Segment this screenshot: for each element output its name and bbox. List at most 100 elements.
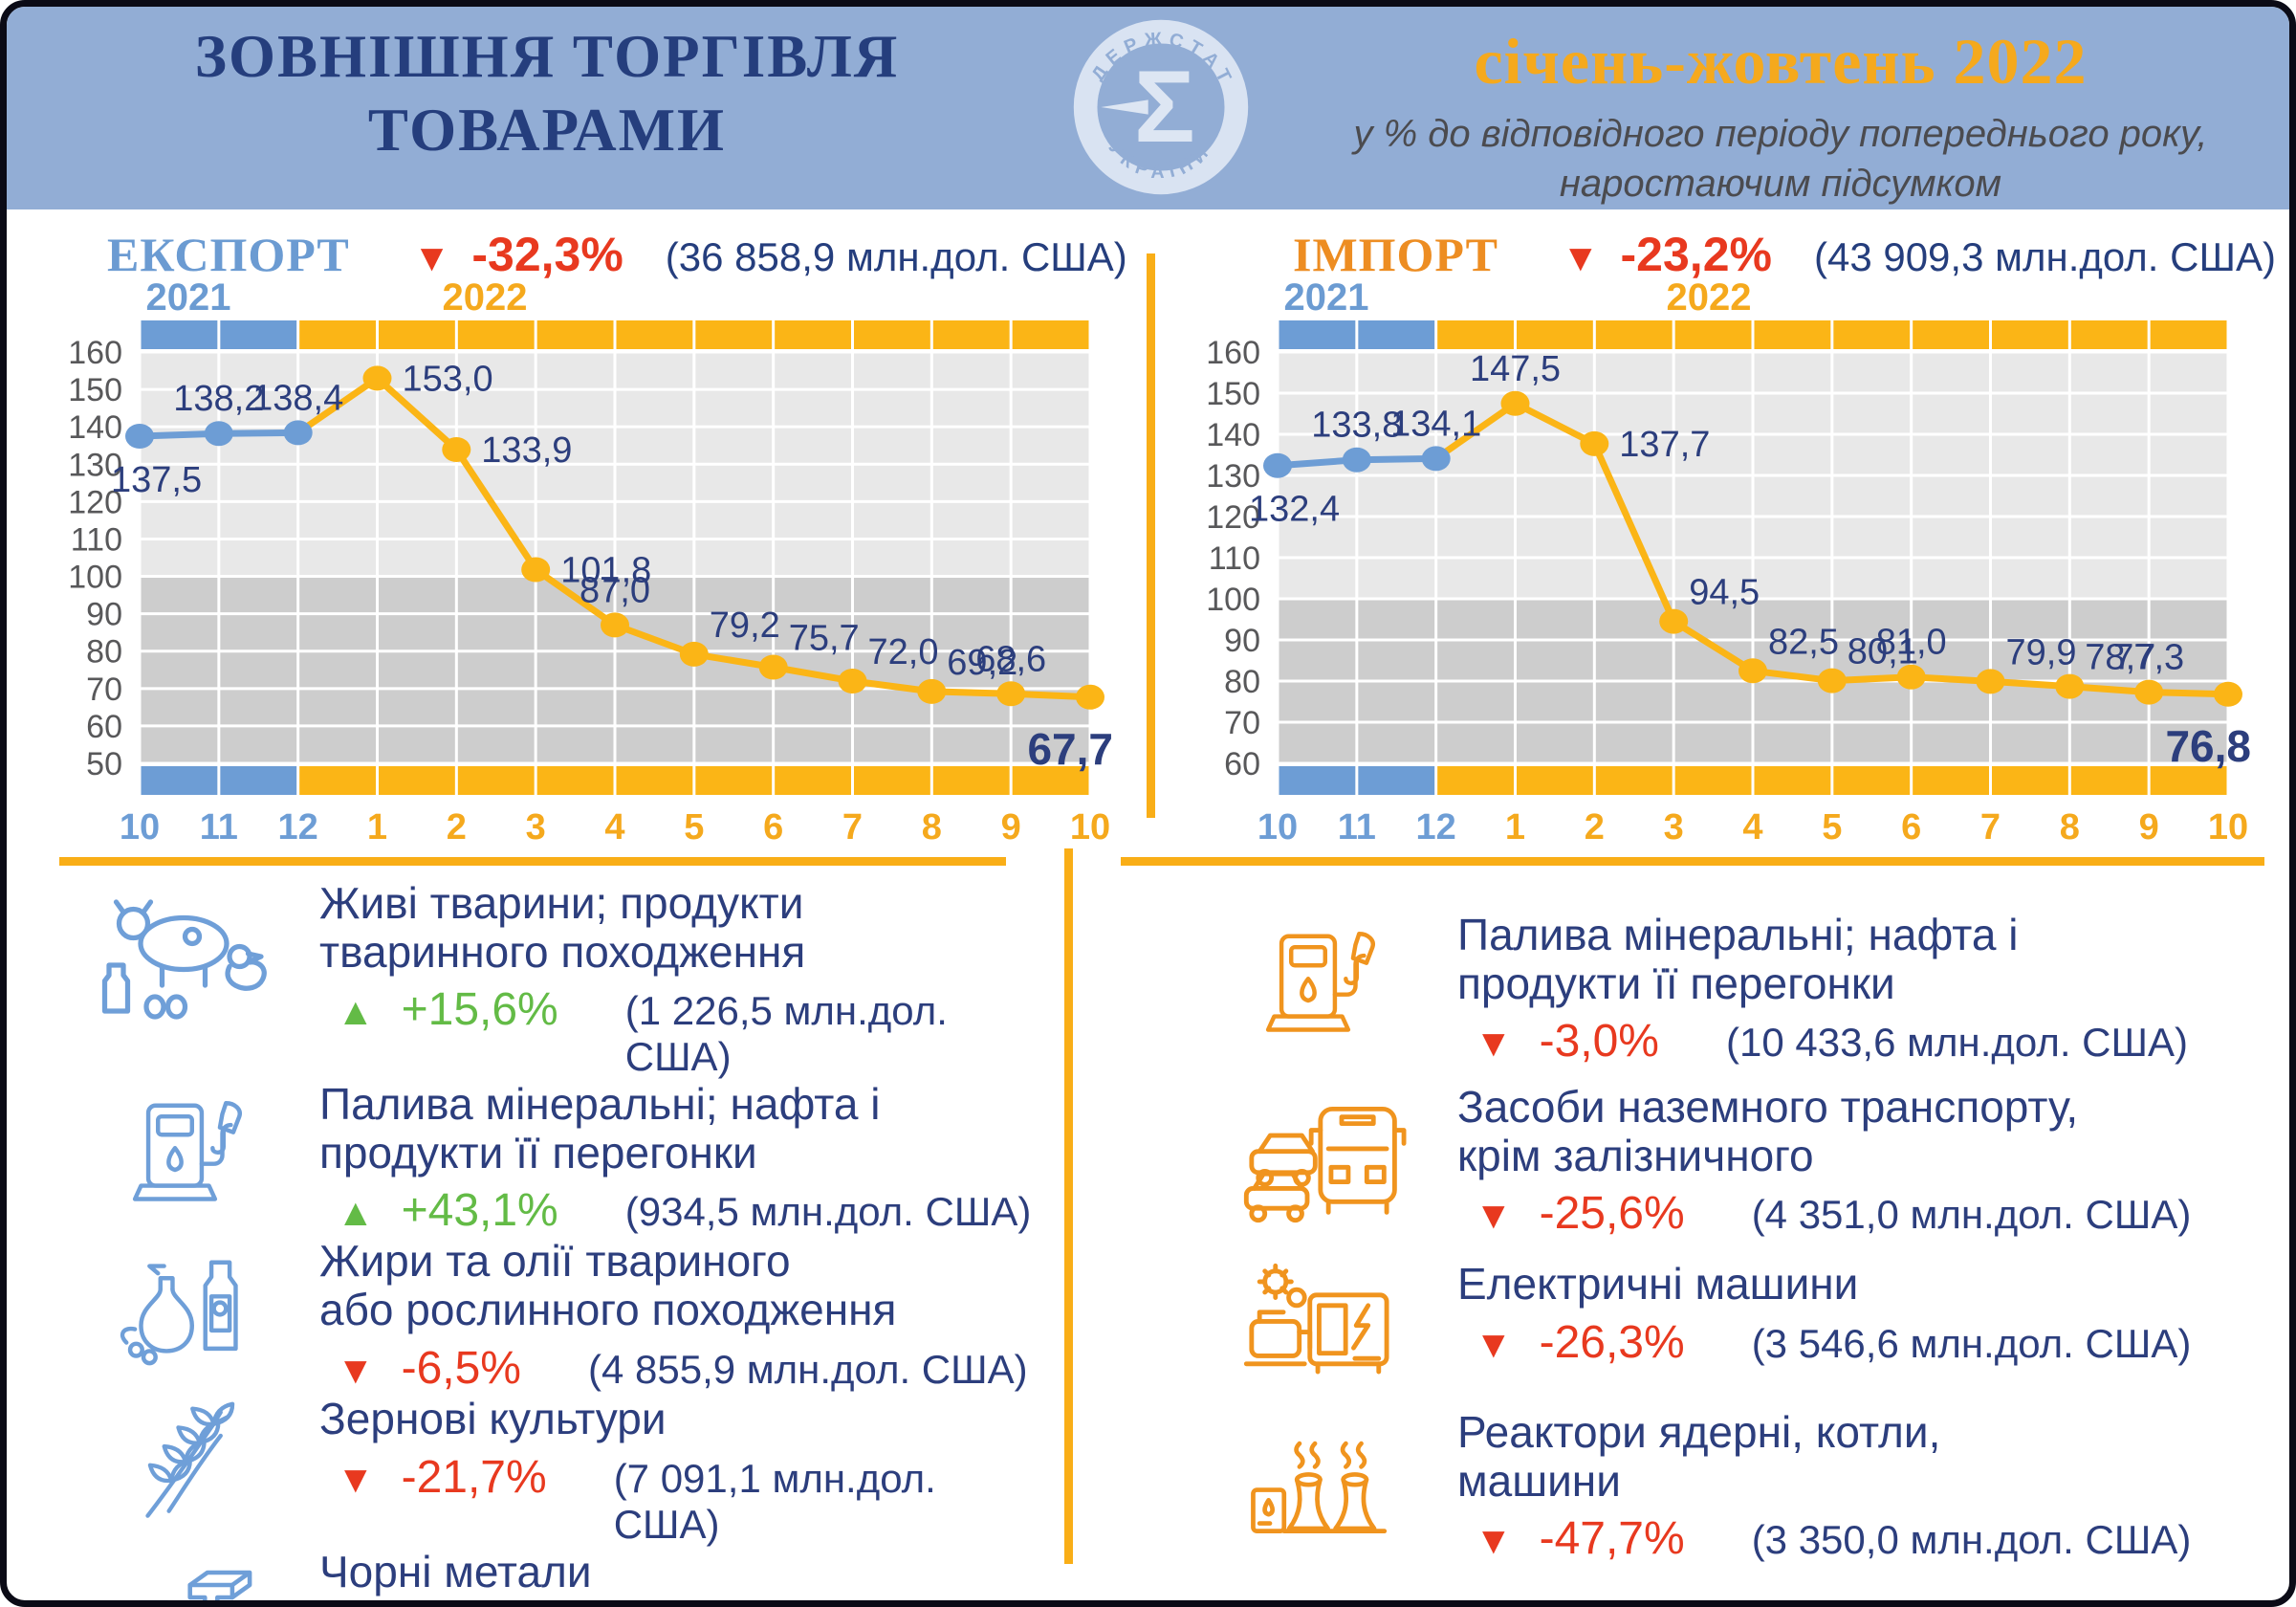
- export-summary: ЕКСПОРТ ▼ -32,3% (36 858,9 млн.дол. США): [59, 227, 1149, 282]
- svg-text:90: 90: [86, 597, 122, 633]
- subtitle-line2: наростаючим підсумком: [1559, 163, 2002, 205]
- svg-text:133,8: 133,8: [1311, 406, 1402, 446]
- svg-text:150: 150: [1206, 376, 1260, 412]
- item-amount-usd: (3 546,6 млн.дол. США): [1751, 1320, 2192, 1366]
- item-amount-usd: (3 350,0 млн.дол. США): [1751, 1517, 2192, 1563]
- item-title: Реактори ядерні, котли, машини: [1457, 1408, 2191, 1505]
- fuel-pump-icon: [74, 1080, 308, 1223]
- svg-text:7: 7: [1980, 807, 2001, 848]
- svg-text:133,9: 133,9: [481, 430, 572, 471]
- svg-text:69,2: 69,2: [947, 643, 1017, 683]
- svg-text:72,0: 72,0: [868, 632, 939, 672]
- oils-icon: [74, 1237, 308, 1380]
- list-item: Реактори ядерні, котли, машини ▼ -47,7% …: [1202, 1408, 2289, 1580]
- svg-text:90: 90: [1224, 623, 1260, 659]
- svg-text:130: 130: [68, 447, 122, 483]
- trend-up-icon: ▲: [337, 1192, 375, 1235]
- svg-text:70: 70: [1224, 705, 1260, 741]
- trend-down-icon: ▼: [1475, 1520, 1513, 1563]
- report-period: січень-жовтень 2022: [1474, 25, 2088, 98]
- item-change-percent: -21,7%: [401, 1451, 547, 1503]
- item-stats: ▼ -64,0% (4 154,2 млн.дол. США): [319, 1604, 1049, 1607]
- item-title: Електричні машини: [1457, 1260, 2191, 1309]
- svg-text:137,5: 137,5: [111, 460, 202, 500]
- svg-text:80: 80: [1224, 664, 1260, 700]
- item-title: Чорні метали: [319, 1548, 1049, 1596]
- svg-text:60: 60: [1224, 746, 1260, 782]
- svg-text:5: 5: [684, 807, 704, 848]
- svg-text:60: 60: [86, 709, 122, 745]
- item-amount-usd: (10 433,6 млн.дол. США): [1725, 1020, 2188, 1066]
- item-title-line: машини: [1457, 1455, 1621, 1506]
- svg-text:160: 160: [1206, 335, 1260, 371]
- import-list-top-rule: [1121, 857, 2264, 866]
- svg-text:87,0: 87,0: [579, 570, 650, 610]
- trend-down-icon: ▼: [1475, 1323, 1513, 1366]
- item-amount-usd: (934,5 млн.дол. США): [624, 1189, 1032, 1235]
- item-title-line: або рослинного походження: [319, 1284, 897, 1334]
- item-change-percent: -25,6%: [1539, 1188, 1685, 1240]
- svg-text:79,2: 79,2: [710, 605, 780, 646]
- svg-text:94,5: 94,5: [1689, 573, 1760, 613]
- import-summary: ІМПОРТ ▼ -23,2% (43 909,3 млн.дол. США): [1197, 227, 2289, 282]
- svg-text:1: 1: [367, 807, 387, 848]
- svg-text:10: 10: [1257, 807, 1298, 848]
- electric-machines-icon: [1202, 1260, 1446, 1394]
- item-stats: ▼ -21,7% (7 091,1 млн.дол. США): [319, 1451, 1049, 1548]
- item-amount-usd: (1 226,5 млн.дол. США): [624, 988, 948, 1080]
- item-title: Палива мінеральні; нафта і продукти її п…: [319, 1080, 1031, 1177]
- svg-text:140: 140: [68, 409, 122, 446]
- list-item: Жири та олії твариного або рослинного по…: [74, 1237, 1049, 1395]
- import-change-percent: -23,2%: [1620, 228, 1772, 281]
- svg-text:77,3: 77,3: [2113, 638, 2184, 678]
- svg-text:70: 70: [86, 671, 122, 708]
- item-title-line: Засоби наземного транспорту,: [1457, 1082, 2079, 1132]
- livestock-icon: [74, 879, 308, 1023]
- export-year-2021: 2021: [145, 276, 231, 319]
- svg-text:9: 9: [2139, 807, 2159, 848]
- item-title: Живі тварини; продукти тваринного походж…: [319, 879, 1049, 976]
- item-title: Палива мінеральні; нафта і продукти її п…: [1457, 911, 2188, 1007]
- svg-text:3: 3: [526, 807, 546, 848]
- svg-text:50: 50: [86, 746, 122, 782]
- svg-text:12: 12: [278, 807, 318, 848]
- item-change-percent: -26,3%: [1539, 1316, 1685, 1368]
- item-title-line: Палива мінеральні; нафта і: [319, 1079, 881, 1130]
- item-stats: ▲ +15,6% (1 226,5 млн.дол. США): [319, 983, 1049, 1080]
- svg-text:67,7: 67,7: [1027, 724, 1113, 774]
- svg-text:110: 110: [71, 521, 122, 558]
- item-title-line: тваринного походження: [319, 926, 806, 977]
- svg-text:76,8: 76,8: [2165, 721, 2251, 771]
- svg-text:4: 4: [604, 807, 624, 848]
- svg-text:80: 80: [86, 634, 122, 671]
- svg-text:79,9: 79,9: [2006, 632, 2077, 672]
- item-amount-usd: (7 091,1 млн.дол. США): [613, 1455, 936, 1547]
- logo-arrow: [1101, 99, 1148, 115]
- export-year-2022: 2022: [442, 276, 528, 319]
- svg-text:10: 10: [120, 807, 160, 848]
- item-title: Засоби наземного транспорту, крім залізн…: [1457, 1083, 2191, 1179]
- item-change-percent: -3,0%: [1539, 1016, 1659, 1068]
- item-title-line: Жири та олії твариного: [319, 1236, 791, 1287]
- chart-section-divider: [1147, 253, 1155, 818]
- svg-text:3: 3: [1664, 807, 1684, 848]
- item-change-percent: -47,7%: [1539, 1513, 1685, 1565]
- nuclear-reactors-icon: [1202, 1408, 1446, 1556]
- import-label: ІМПОРТ: [1293, 228, 1498, 281]
- item-title-line: крім залізничного: [1457, 1130, 1814, 1180]
- svg-text:100: 100: [68, 560, 122, 596]
- svg-text:75,7: 75,7: [789, 619, 860, 659]
- item-stats: ▼ -6,5% (4 855,9 млн.дол. США): [319, 1342, 1028, 1395]
- header-right: січень-жовтень 2022 у % до відповідного …: [1288, 24, 2273, 209]
- svg-text:6: 6: [1901, 807, 1921, 848]
- item-stats: ▲ +43,1% (934,5 млн.дол. США): [319, 1184, 1031, 1237]
- svg-text:101,8: 101,8: [560, 551, 651, 591]
- trend-up-icon: ▲: [337, 991, 375, 1034]
- report-subtitle: у % до відповідного періоду попереднього…: [1288, 109, 2273, 209]
- svg-text:1: 1: [1505, 807, 1525, 848]
- svg-text:4: 4: [1742, 807, 1762, 848]
- item-title: Зернові культури: [319, 1395, 1049, 1443]
- svg-text:153,0: 153,0: [403, 359, 493, 399]
